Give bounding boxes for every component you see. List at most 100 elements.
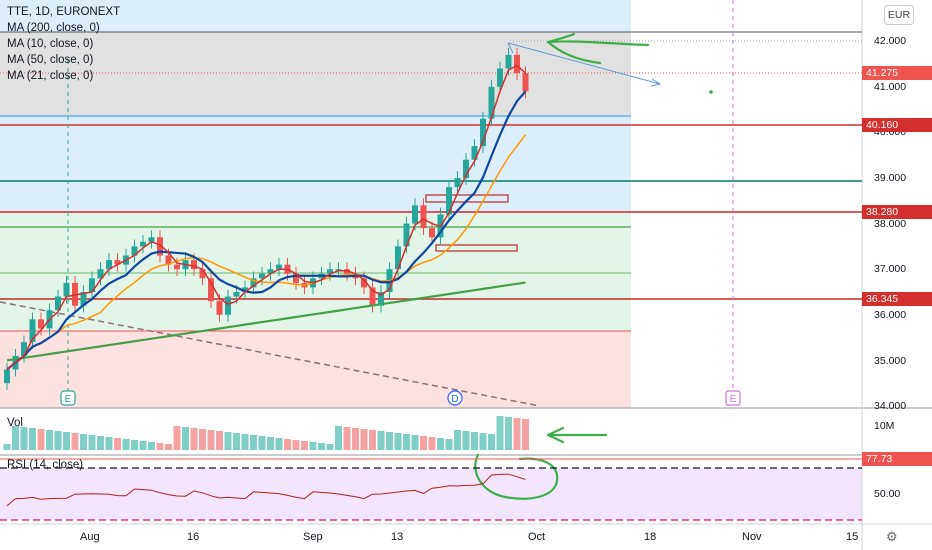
volume-bar — [241, 434, 249, 450]
candle-body — [420, 205, 427, 229]
candle-body — [106, 260, 112, 270]
rsi-label[interactable]: RSI (14, close) — [7, 459, 84, 471]
time-label: Aug — [80, 531, 100, 543]
volume-bar — [284, 439, 291, 450]
price-axis-label: 34.000 — [874, 400, 907, 412]
candle-body — [522, 73, 529, 92]
volume-bar — [224, 432, 232, 450]
symbol-title[interactable]: TTE, 1D, EURONEXT — [7, 6, 121, 18]
volume-bar — [301, 441, 308, 450]
volume-bar — [275, 438, 283, 450]
ma10-legend[interactable]: MA (10, close, 0) — [7, 38, 94, 50]
volume-bar — [428, 437, 436, 450]
volume-bar — [309, 442, 317, 450]
rsi-line — [6, 473, 526, 507]
candle-body — [174, 264, 180, 270]
zone-blue-top — [0, 0, 631, 32]
rsi-series — [6, 473, 526, 507]
price-axis-label: 42.000 — [874, 35, 907, 47]
volume-bar — [326, 444, 334, 450]
candle-body — [505, 54, 512, 69]
volume-label[interactable]: Vol — [7, 417, 23, 429]
volume-bar — [173, 426, 181, 450]
zone-blue — [0, 116, 631, 213]
candle-body — [55, 296, 61, 311]
ma21-line — [6, 90, 527, 371]
time-label: 18 — [644, 531, 657, 543]
candle-body — [29, 319, 36, 343]
svg-text:E: E — [730, 394, 737, 405]
gear-icon[interactable]: ⚙ — [886, 529, 898, 544]
volume-bar — [258, 436, 266, 450]
trend-line-down — [0, 301, 541, 407]
candle-body — [378, 292, 384, 306]
candle-body — [21, 342, 27, 356]
volume-bar — [20, 427, 28, 450]
volume-bar — [377, 431, 385, 450]
volume-bar — [488, 434, 495, 450]
projection-arrow-stem — [507, 42, 514, 54]
candle-body — [395, 246, 401, 270]
candle-body — [454, 178, 461, 188]
candle-body — [463, 159, 469, 178]
volume-bar — [3, 444, 11, 450]
candle-body — [216, 301, 223, 315]
candle-body — [471, 146, 478, 160]
ma21-legend[interactable]: MA (21, close, 0) — [7, 70, 94, 82]
svg-text:E: E — [65, 394, 72, 405]
volume-bar — [411, 435, 419, 450]
candle-body — [446, 187, 452, 215]
time-label: Sep — [303, 531, 323, 543]
currency-button[interactable]: EUR — [884, 5, 914, 25]
ma200-line — [6, 281, 526, 362]
ma200-legend[interactable]: MA (200, close, 0) — [7, 22, 100, 34]
volume-bar — [63, 432, 70, 450]
rsi-band — [0, 468, 862, 520]
projection-arrow — [507, 42, 661, 85]
projection-dot — [709, 90, 713, 94]
candle-body — [4, 369, 10, 384]
time-label: 16 — [187, 531, 200, 543]
candle-body — [327, 269, 333, 274]
candle-body — [140, 241, 146, 247]
price-axis-label: 41.000 — [874, 81, 907, 93]
candle-body — [89, 278, 95, 292]
candle-body — [165, 255, 172, 265]
future-earnings-marker[interactable]: E — [725, 390, 741, 406]
volume-bar — [12, 426, 19, 450]
volume-bar — [46, 430, 53, 450]
moving-averages — [6, 64, 527, 371]
candle-body — [429, 228, 435, 238]
dividend-marker[interactable]: D — [447, 390, 463, 406]
volume-bar — [360, 429, 368, 450]
zone-red — [0, 331, 631, 408]
earnings-marker[interactable]: E — [60, 390, 76, 406]
level-tag-40160: 40.160 — [862, 118, 932, 132]
volume-bar — [479, 433, 487, 450]
projection-arrow-head — [650, 78, 662, 87]
volume-bar — [182, 427, 189, 450]
volume-bar — [292, 440, 300, 450]
volume-bar — [71, 433, 79, 450]
volume-bar — [165, 444, 172, 450]
candle-body — [369, 287, 376, 306]
volume-bar — [267, 437, 274, 450]
volume-bar — [54, 431, 62, 450]
volume-axis-label: 10M — [874, 420, 895, 432]
ma50-legend[interactable]: MA (50, close, 0) — [7, 54, 94, 66]
volume-bar — [156, 443, 164, 450]
candle-body — [335, 269, 342, 271]
volume-bar — [505, 417, 512, 450]
candle-body — [233, 292, 240, 297]
candle-body — [199, 269, 206, 279]
volume-bar — [29, 428, 36, 450]
candle-body — [293, 273, 299, 283]
time-label: 15 — [846, 531, 859, 543]
level-tag-38280: 38.280 — [862, 205, 932, 219]
price-axis-label: 38.000 — [874, 218, 907, 230]
volume-bar — [37, 429, 45, 450]
candle-body — [480, 118, 486, 147]
candle-body — [250, 278, 257, 288]
volume-bar — [97, 436, 104, 450]
